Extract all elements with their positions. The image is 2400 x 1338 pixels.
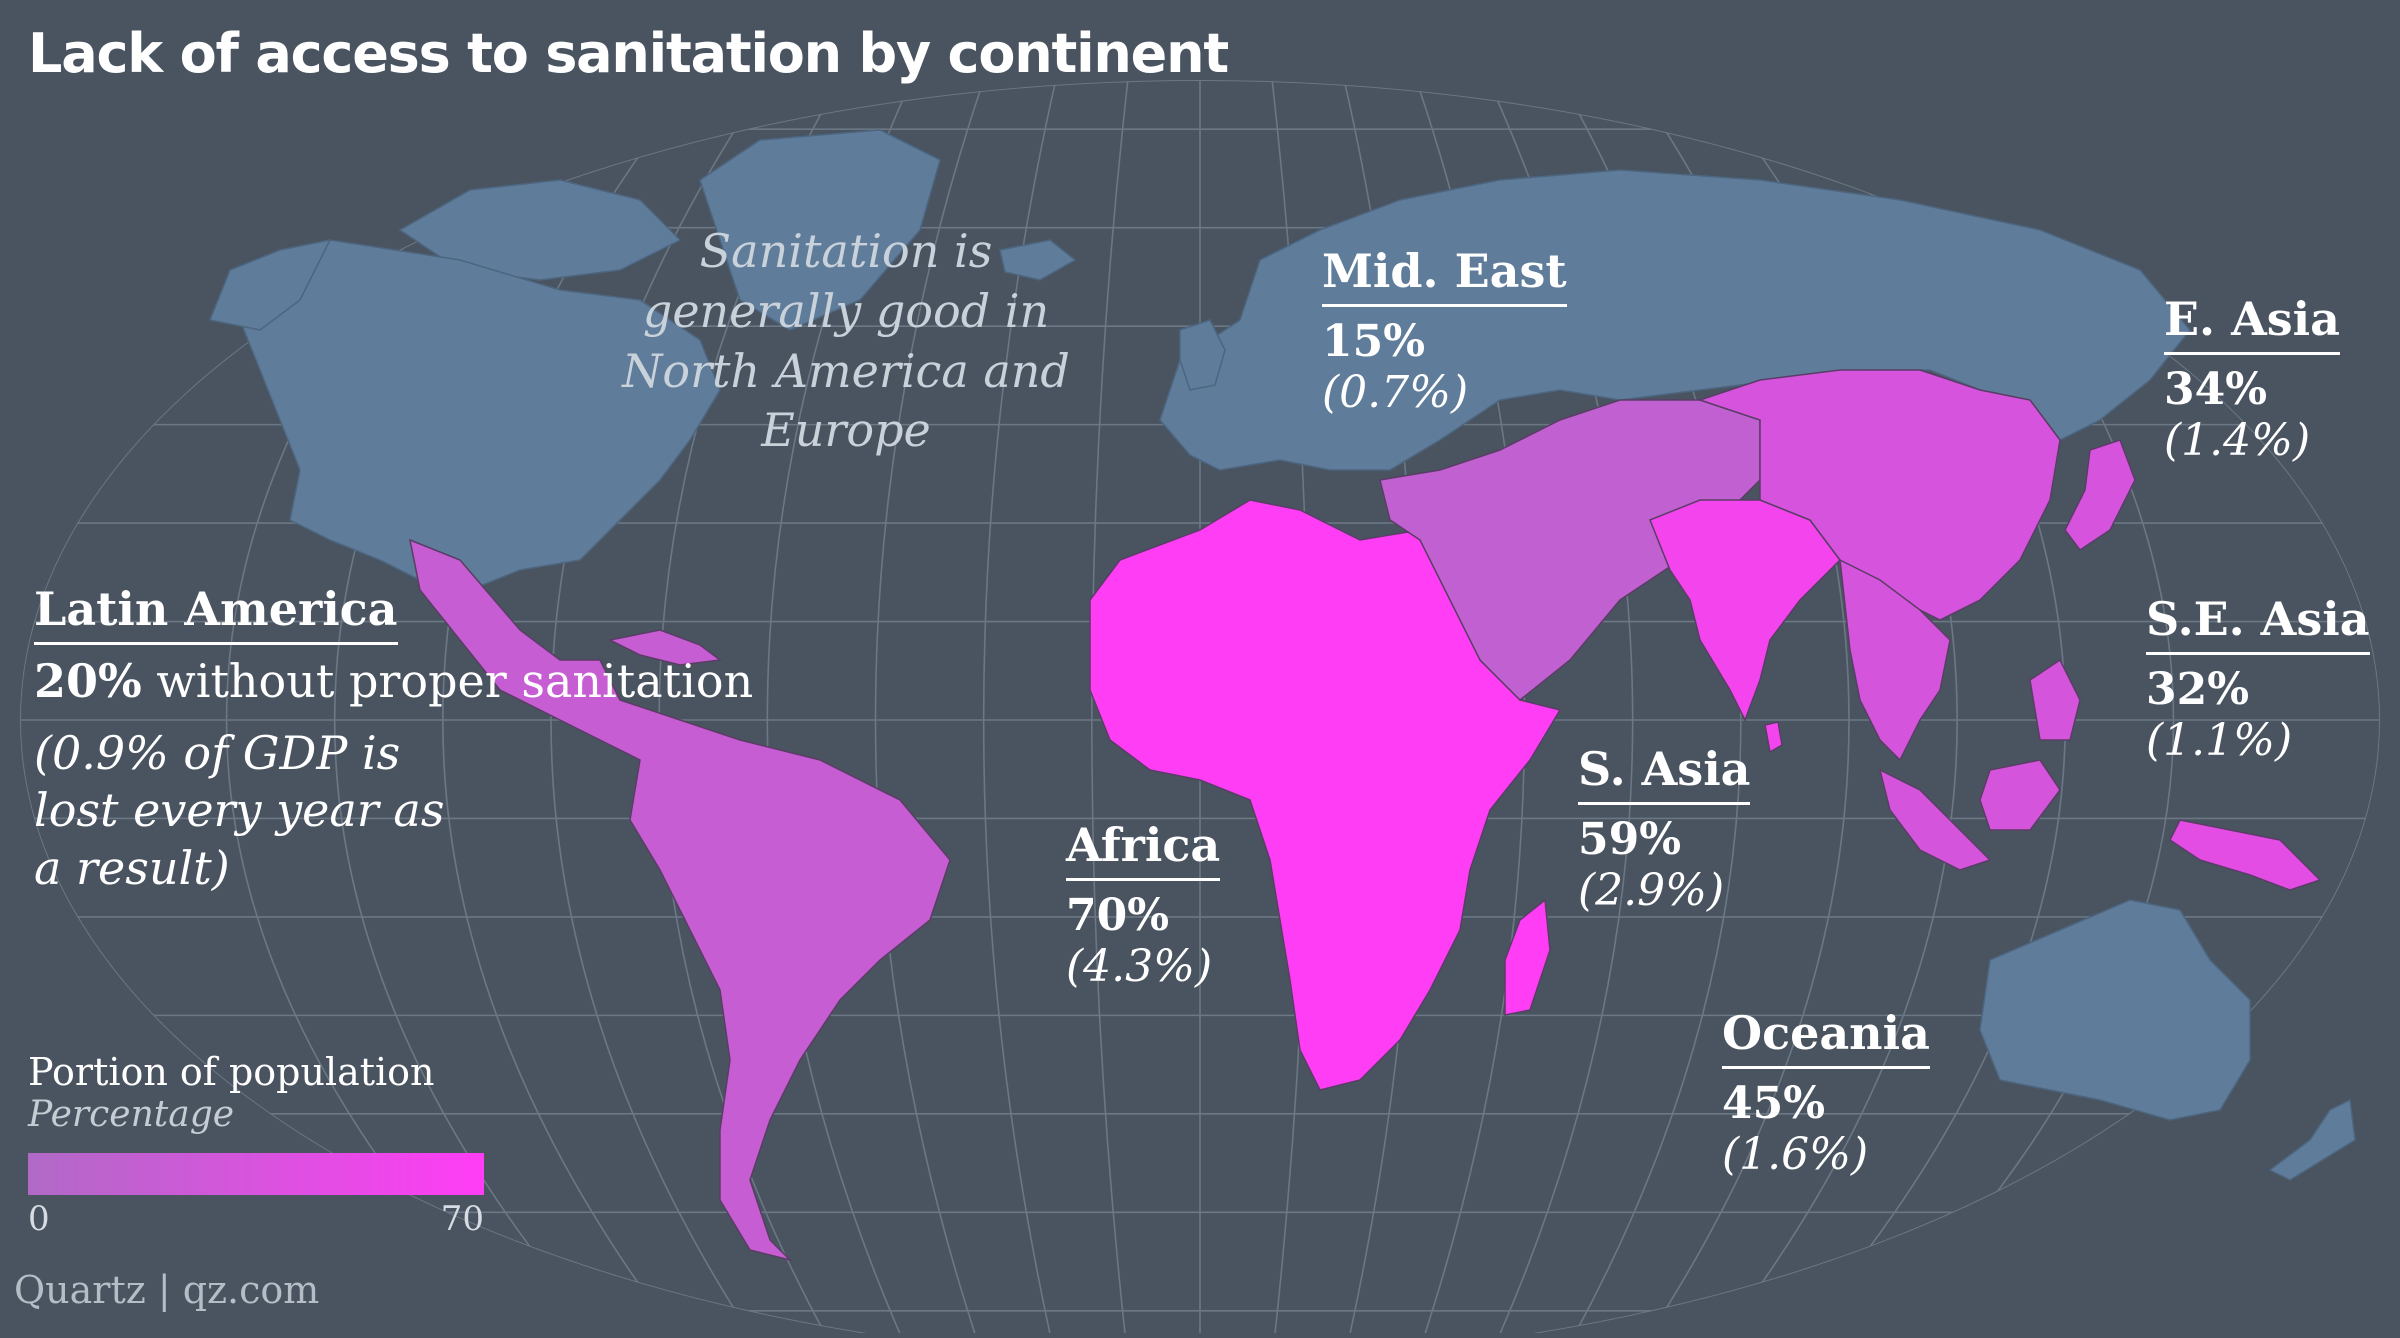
s-asia-pct: 59%: [1578, 814, 1682, 865]
north-note: Sanitation is generally good in North Am…: [622, 224, 1070, 458]
africa-label: Africa 70% (4.3%): [1066, 818, 1221, 992]
latin-america-pct: 20%: [34, 654, 142, 708]
madagascar-region: [1504, 898, 1551, 1016]
se-asia-gdp: (1.1%): [2146, 714, 2293, 766]
e-asia-gdp: (1.4%): [2164, 414, 2311, 466]
africa-gdp: (4.3%): [1066, 940, 1213, 992]
oceania-label: Oceania 45% (1.6%): [1722, 1006, 1930, 1180]
chart-title: Lack of access to sanitation by continen…: [28, 22, 1229, 85]
se-asia-pct: 32%: [2146, 664, 2250, 715]
africa-region: [1089, 499, 1562, 1091]
no-data-land: [208, 129, 2356, 1181]
north-america-shape: [229, 239, 721, 591]
e-asia-label: E. Asia 34% (1.4%): [2164, 292, 2340, 466]
latin-america-region: [408, 538, 951, 1262]
se-asia-label: S.E. Asia 32% (1.1%): [2146, 592, 2370, 766]
sri-lanka-region: [1764, 721, 1783, 754]
iceland-shape: [999, 239, 1077, 281]
africa-name: Africa: [1066, 818, 1221, 881]
new-zealand-shape: [2268, 1098, 2356, 1181]
e-asia-name: E. Asia: [2164, 292, 2340, 355]
latin-america-pct-suffix: without proper sanitation: [141, 654, 754, 708]
legend-ticks: 0 70: [28, 1199, 484, 1245]
latin-america-name: Latin America: [34, 582, 398, 645]
alaska-shape: [208, 238, 332, 331]
latin-america-body: 20% without proper sanitation: [34, 653, 753, 711]
se-asia-name: S.E. Asia: [2146, 592, 2370, 655]
east-asia-region: [1697, 369, 2061, 621]
legend-color-bar: [28, 1153, 484, 1195]
legend-subtitle: Percentage: [28, 1094, 235, 1135]
legend-title: Portion of population: [28, 1050, 435, 1094]
mid-east-gdp: (0.7%): [1322, 366, 1469, 418]
mid-east-pct: 15%: [1322, 316, 1426, 367]
legend-max-label: 70: [440, 1199, 484, 1239]
legend: Portion of population Percentage 0 70: [28, 1050, 484, 1245]
data-regions: [408, 369, 2322, 1262]
uk-shape: [1179, 319, 1226, 391]
mid-east-label: Mid. East 15% (0.7%): [1322, 244, 1567, 418]
legend-min-label: 0: [28, 1199, 50, 1239]
africa-pct: 70%: [1066, 890, 1170, 941]
oceania-name: Oceania: [1722, 1006, 1930, 1069]
s-asia-label: S. Asia 59% (2.9%): [1578, 742, 1751, 916]
s-asia-gdp: (2.9%): [1578, 864, 1725, 916]
caribbean-region: [607, 629, 722, 666]
s-asia-name: S. Asia: [1578, 742, 1751, 805]
australia-shape: [1979, 899, 2251, 1121]
oceania-gdp: (1.6%): [1722, 1128, 1869, 1180]
source-credit: Quartz | qz.com: [14, 1268, 320, 1312]
latin-america-label: Latin America 20% without proper sanitat…: [34, 582, 753, 897]
japan-region: [2064, 439, 2136, 552]
oceania-region: [2169, 819, 2322, 891]
oceania-pct: 45%: [1722, 1078, 1826, 1129]
e-asia-pct: 34%: [2164, 364, 2268, 415]
latin-america-gdp: (0.9% of GDP is lost every year as a res…: [34, 725, 445, 895]
south-asia-region: [1649, 499, 1841, 722]
greenland-shape: [699, 129, 941, 331]
southeast-asia-region: [1839, 558, 2081, 871]
mid-east-name: Mid. East: [1322, 244, 1567, 307]
